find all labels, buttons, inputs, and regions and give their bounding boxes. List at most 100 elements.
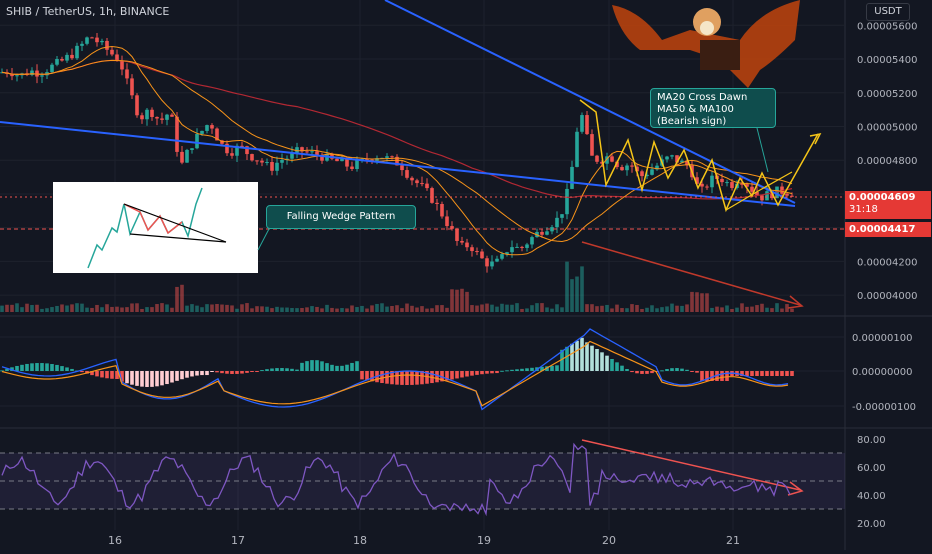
- candle-body: [585, 115, 589, 135]
- time-tick-label: 17: [231, 534, 245, 547]
- candle-body: [335, 158, 339, 162]
- candle-body: [695, 177, 699, 184]
- volume-bar: [75, 303, 79, 312]
- macd-bar: [585, 342, 589, 371]
- volume-bar: [695, 292, 699, 312]
- volume-bar: [640, 308, 644, 312]
- candle-body: [350, 166, 354, 169]
- candle-body: [180, 151, 184, 163]
- macd-bar: [250, 371, 254, 373]
- macd-bar: [55, 364, 59, 371]
- volume-bar: [240, 304, 244, 312]
- macd-bar: [705, 371, 709, 381]
- macd-bar: [495, 371, 499, 374]
- macd-tick-label: 0.00000100: [852, 333, 912, 344]
- candle-body: [510, 247, 514, 253]
- macd-bar: [335, 365, 339, 371]
- volume-bar: [180, 284, 184, 312]
- macd-bar: [315, 360, 319, 371]
- macd-bar: [435, 371, 439, 383]
- candle-body: [185, 149, 189, 163]
- candle-body: [790, 195, 794, 197]
- macd-bar: [245, 371, 249, 373]
- volume-bar: [40, 308, 44, 312]
- volume-bar: [355, 307, 359, 312]
- volume-bar: [500, 303, 504, 312]
- candle-body: [170, 114, 174, 117]
- volume-bar: [185, 305, 189, 312]
- candle-body: [530, 237, 534, 245]
- macd-bar: [90, 371, 94, 376]
- symbol-title[interactable]: SHIB / TetherUS, 1h, BINANCE: [6, 5, 170, 18]
- macd-bar: [150, 371, 154, 387]
- level-price-tag: 0.00004417: [845, 222, 931, 237]
- macd-bar: [685, 369, 689, 371]
- candle-body: [90, 37, 94, 39]
- macd-bar: [345, 364, 349, 371]
- volume-bar: [220, 304, 224, 312]
- candle-body: [760, 195, 764, 201]
- macd-bar: [170, 371, 174, 383]
- macd-bar: [625, 369, 629, 371]
- candle-body: [65, 54, 69, 61]
- volume-bar: [245, 303, 249, 312]
- candle-body: [295, 147, 299, 153]
- candle-body: [165, 114, 169, 120]
- candle-body: [705, 186, 709, 188]
- macd-bar: [60, 366, 64, 371]
- macd-bar: [635, 371, 639, 374]
- candle-body: [555, 217, 559, 228]
- macd-tick-label: -0.00000100: [852, 402, 916, 413]
- candle-body: [565, 188, 569, 215]
- wedge-inset-background: [53, 182, 258, 273]
- volume-bar: [250, 308, 254, 312]
- candle-body: [300, 147, 304, 152]
- macd-bar: [155, 371, 159, 387]
- volume-bar: [740, 303, 744, 312]
- macd-bar: [445, 371, 449, 381]
- candle-body: [100, 40, 104, 43]
- candle-body: [475, 251, 479, 253]
- macd-bar: [440, 371, 444, 382]
- volume-bar: [420, 306, 424, 312]
- ma-cross-annotation[interactable]: MA20 Cross Dawn MA50 & MA100 (Bearish si…: [650, 88, 776, 128]
- candle-body: [275, 162, 279, 171]
- volume-bar: [430, 308, 434, 312]
- macd-bar: [200, 371, 204, 376]
- macd-bar: [15, 365, 19, 371]
- volume-bar: [275, 306, 279, 312]
- volume-bar: [645, 307, 649, 312]
- macd-bar: [20, 364, 24, 371]
- macd-bar: [465, 371, 469, 377]
- macd-bar: [180, 371, 184, 380]
- volume-bar: [155, 304, 159, 312]
- macd-bar: [455, 371, 459, 379]
- volume-bar: [525, 308, 529, 312]
- macd-bar: [750, 371, 754, 376]
- volume-bar: [205, 304, 209, 312]
- candle-body: [145, 109, 149, 120]
- candle-body: [550, 227, 554, 232]
- candle-body: [685, 160, 689, 166]
- volume-bar: [685, 304, 689, 312]
- macd-bar: [330, 364, 334, 371]
- volume-bar: [230, 305, 234, 312]
- candle-body: [80, 43, 84, 46]
- candle-body: [780, 186, 784, 194]
- candle-body: [575, 131, 579, 167]
- macd-bar: [725, 371, 729, 381]
- candle-body: [710, 175, 714, 188]
- falling-wedge-annotation[interactable]: Falling Wedge Pattern: [266, 205, 416, 229]
- macd-bar: [410, 371, 414, 385]
- candle-body: [190, 148, 194, 150]
- currency-selector[interactable]: USDT: [866, 3, 910, 21]
- volume-bar: [325, 304, 329, 312]
- candle-body: [240, 145, 244, 147]
- volume-bar: [225, 304, 229, 312]
- candle-body: [465, 242, 469, 248]
- candle-body: [635, 166, 639, 172]
- volume-bar: [375, 303, 379, 312]
- candle-body: [355, 160, 359, 169]
- macd-bar: [255, 371, 259, 372]
